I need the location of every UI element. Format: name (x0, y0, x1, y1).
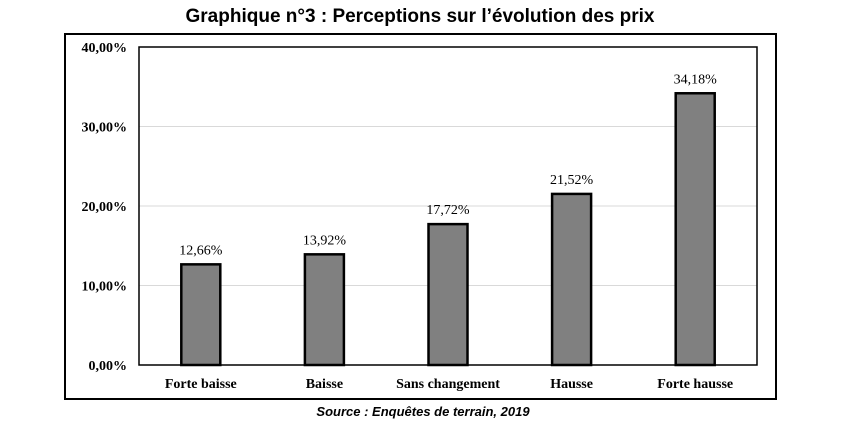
x-tick-label: Forte baisse (165, 377, 237, 392)
data-label: 17,72% (426, 203, 470, 218)
bar (550, 192, 593, 367)
bar (427, 222, 469, 367)
x-tick-label: Forte hausse (657, 377, 733, 392)
chart-source: Source : Enquêtes de terrain, 2019 (316, 404, 530, 419)
data-label: 13,92% (303, 233, 347, 248)
y-tick-label: 40,00% (82, 41, 128, 56)
x-tick-label: Hausse (550, 377, 593, 392)
data-label: 21,52% (550, 173, 594, 188)
chart-frame (64, 33, 777, 400)
bar (303, 253, 346, 367)
bars (180, 92, 716, 367)
data-label: 12,66% (179, 243, 223, 258)
data-labels: 12,66% 13,92% 17,72% 21,52% 34,18% (179, 72, 717, 258)
bar (180, 263, 222, 367)
y-axis: 0,00% 10,00% 20,00% 30,00% 40,00% (82, 41, 128, 374)
y-tick-label: 30,00% (82, 121, 128, 136)
bar (674, 92, 716, 367)
x-tick-label: Baisse (306, 377, 343, 392)
data-label: 34,18% (674, 72, 718, 87)
x-tick-label: Sans changement (396, 377, 500, 392)
x-axis: Forte baisse Baisse Sans changement Hausse F… (165, 377, 733, 392)
chart-title: Graphique n°3 : Perceptions sur l’évolut… (185, 6, 655, 27)
y-tick-label: 20,00% (82, 200, 128, 215)
y-tick-label: 10,00% (82, 280, 128, 295)
y-tick-label: 0,00% (89, 359, 128, 374)
